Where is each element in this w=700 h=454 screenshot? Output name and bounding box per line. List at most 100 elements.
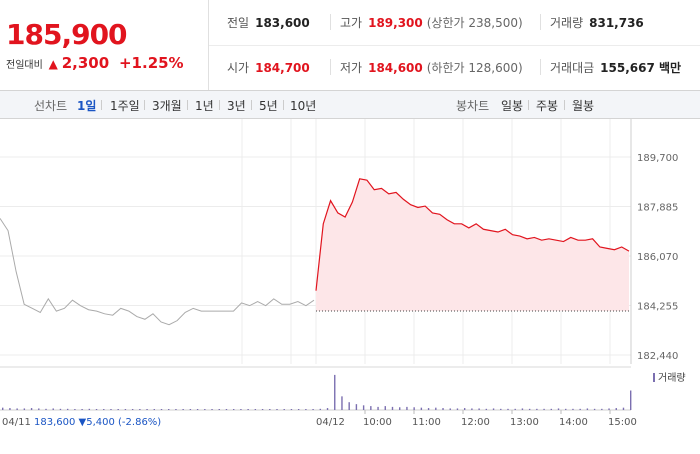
volume-bar <box>362 405 365 410</box>
volume-bar <box>572 408 574 410</box>
volume-bar <box>601 408 603 410</box>
prev-day-price-line <box>0 218 315 326</box>
volume-bar <box>2 407 4 410</box>
volume-bar <box>319 408 322 410</box>
volume-bar <box>463 408 466 410</box>
volume-bar <box>30 408 33 410</box>
divider <box>187 100 188 110</box>
volume-bar <box>95 409 98 410</box>
divider <box>101 100 102 110</box>
volume-bar <box>117 409 119 410</box>
volume-bar <box>420 407 423 410</box>
volume-bar <box>247 409 249 410</box>
volume-bar <box>427 408 430 410</box>
volume-bar <box>45 408 47 410</box>
stats-row-1: 전일 183,600 고가 189,300 (상한가 238,500) 거래량 831,… <box>209 0 700 46</box>
divider <box>528 100 529 110</box>
high-stat: 고가 189,300 (상한가 238,500) <box>340 16 523 30</box>
volume-bar <box>103 409 105 410</box>
volume-bar <box>276 409 278 410</box>
today-price-area <box>316 178 629 311</box>
today-price-line <box>315 178 630 291</box>
volume-bar <box>471 408 473 410</box>
volume-legend: 거래량 <box>658 372 686 384</box>
volume-bar <box>269 409 271 410</box>
volume-bar <box>399 407 401 410</box>
period-5y[interactable]: 5년 <box>259 99 278 113</box>
price-chart[interactable]: 189,700 187,885 186,070 184,255 182,440 거래량 04… <box>0 119 700 450</box>
volume-bar <box>384 406 386 410</box>
period-3m[interactable]: 3개월 <box>152 99 182 113</box>
divider <box>144 100 145 110</box>
volume-bar <box>593 408 596 410</box>
volume-bar <box>326 408 329 410</box>
period-10y[interactable]: 10년 <box>290 99 317 113</box>
volume-bar <box>348 402 350 410</box>
volume-bar <box>153 409 155 410</box>
period-3y[interactable]: 3년 <box>227 99 246 113</box>
volume-bar <box>391 406 394 410</box>
volume-legend-swatch <box>653 373 655 382</box>
volume-bar <box>297 409 300 410</box>
volume-bar <box>579 408 581 410</box>
volume-bar <box>66 408 69 410</box>
volume-bar <box>514 408 516 410</box>
x-tick-label: 10:00 <box>363 417 392 428</box>
volume-bar <box>124 409 127 410</box>
price-change: 전일대비 ▲ 2,300 +1.25% <box>6 54 184 72</box>
volume-bar <box>218 409 220 410</box>
volume-bar <box>507 408 509 410</box>
current-price: 185,900 <box>6 18 128 51</box>
y-tick-label: 187,885 <box>637 203 678 214</box>
period-1w[interactable]: 1주일 <box>110 99 140 113</box>
period-1y[interactable]: 1년 <box>195 99 214 113</box>
stats-row-2: 시가 184,700 저가 184,600 (하한가 128,600) 거래대금 155… <box>209 45 700 90</box>
candle-chart-label: 봉차트 <box>456 99 490 113</box>
prev-day-close-label: 183,600 ▼5,400 (-2.86%) <box>34 417 161 428</box>
volume-bar <box>139 409 141 410</box>
volume-bar <box>449 408 451 410</box>
volume-bar <box>456 408 459 410</box>
volume-bar <box>16 408 18 410</box>
volume-bar <box>312 409 314 410</box>
volume-stat: 거래량 831,736 <box>550 16 644 30</box>
volume-bar <box>622 407 625 410</box>
volume-bar <box>88 408 91 410</box>
volume-bar <box>9 408 11 410</box>
x-tick-label: 14:00 <box>559 417 588 428</box>
volume-bar <box>500 408 502 410</box>
volume-bar <box>536 408 538 410</box>
volume-bar <box>182 409 184 410</box>
open-stat: 시가 184,700 <box>227 61 310 75</box>
volume-bar <box>168 409 170 410</box>
volume-bar <box>240 409 242 410</box>
volume-bar <box>110 409 112 410</box>
volume-bar <box>81 409 83 410</box>
divider <box>540 59 541 75</box>
y-tick-label: 184,255 <box>637 302 678 313</box>
change-percent: +1.25% <box>118 54 184 72</box>
volume-bar <box>74 409 76 410</box>
volume-bar <box>160 409 163 410</box>
prev-close-stat: 전일 183,600 <box>227 16 310 30</box>
x-tick-label: 15:00 <box>608 417 637 428</box>
divider <box>540 14 541 30</box>
period-monthly-candle[interactable]: 월봉 <box>572 99 595 113</box>
volume-bar <box>442 408 444 410</box>
trade-amount-stat: 거래대금 155,667 백만 <box>550 61 682 75</box>
divider <box>564 100 565 110</box>
volume-bar <box>189 409 192 410</box>
volume-bar <box>261 409 264 410</box>
volume-bar <box>406 406 408 410</box>
period-1d[interactable]: 1일 <box>77 99 97 113</box>
volume-bar <box>557 408 560 410</box>
period-daily-candle[interactable]: 일봉 <box>501 99 524 113</box>
volume-bar <box>608 408 610 410</box>
divider <box>330 59 331 75</box>
volume-bar <box>211 409 213 410</box>
x-tick-label: 13:00 <box>510 417 539 428</box>
period-weekly-candle[interactable]: 주봉 <box>536 99 559 113</box>
volume-bar <box>334 374 336 410</box>
volume-bar <box>225 409 228 410</box>
volume-bar <box>59 408 62 410</box>
